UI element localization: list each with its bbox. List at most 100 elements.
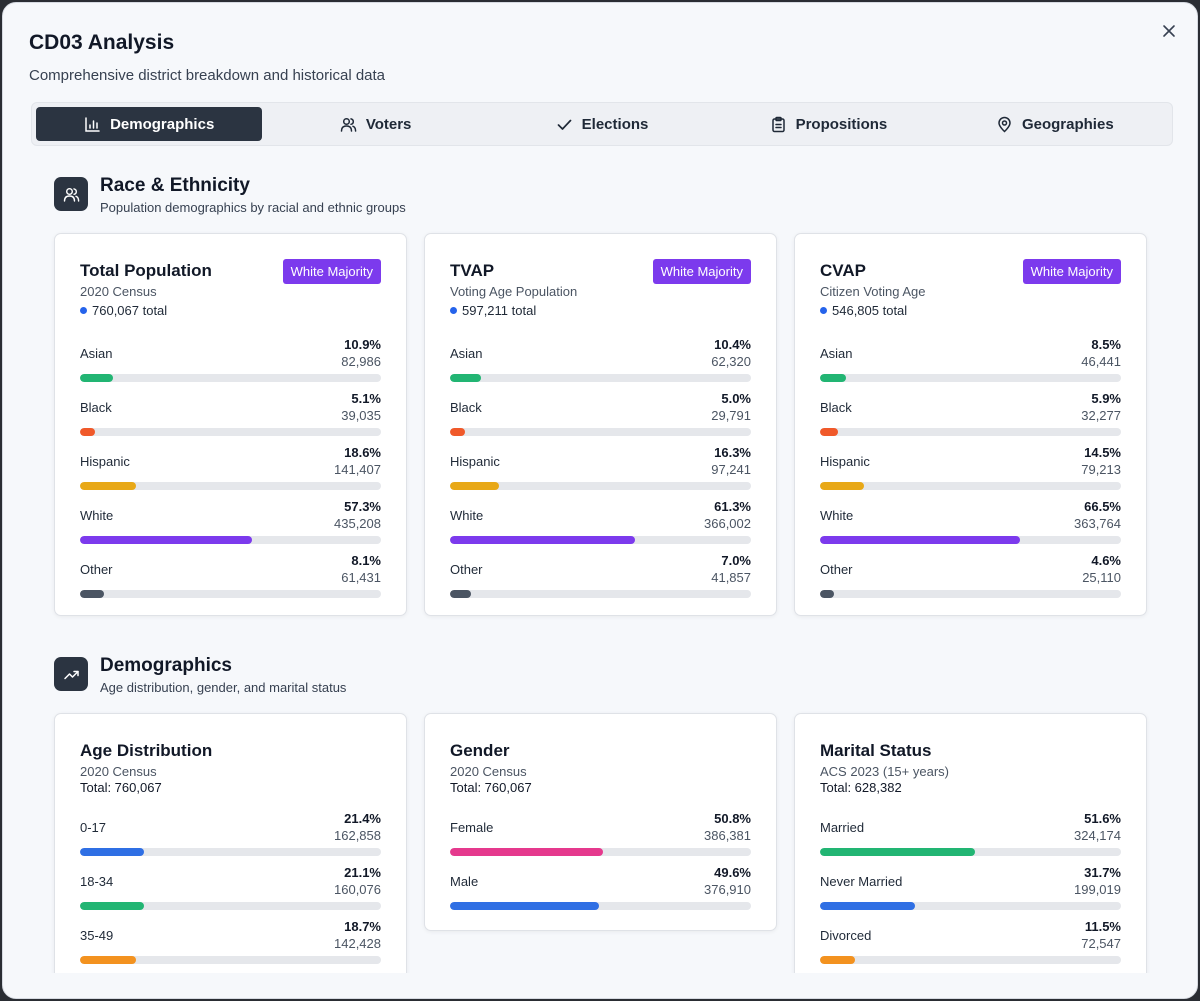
card-subtitle: 2020 Census (80, 284, 157, 299)
total-population-card: Total Population 2020 Census 760,067 tot… (54, 233, 407, 616)
progress-fill (450, 848, 603, 856)
progress-fill (450, 482, 500, 490)
trending-up-icon (63, 670, 79, 679)
stat-row: White 66.5% 363,764 (820, 492, 1121, 546)
cvap-card: CVAP Citizen Voting Age 546,805 total Wh… (794, 233, 1147, 616)
stat-label: Black (450, 400, 482, 415)
stat-count: 79,213 (1081, 462, 1121, 477)
progress-fill (450, 902, 600, 910)
stat-count: 363,764 (1074, 516, 1121, 531)
stat-label: 0-17 (80, 820, 107, 835)
stat-row: 20.1% (80, 966, 381, 973)
majority-badge: White Majority (652, 259, 751, 284)
progress-fill (820, 374, 846, 382)
stat-label: Asian (80, 346, 113, 361)
users-icon (63, 187, 79, 202)
age-distribution-card: Age Distribution 2020 Census Total: 760,… (54, 713, 407, 973)
card-total: 760,067 total (80, 303, 381, 318)
stat-row: Male 49.6% 376,910 (450, 858, 751, 912)
card-total: Total: 760,067 (450, 780, 532, 795)
progress-fill (450, 536, 635, 544)
stat-percent: 5.9% (1091, 391, 1121, 406)
progress-track (820, 428, 1121, 436)
progress-fill (80, 536, 253, 544)
progress-track (80, 374, 381, 382)
card-subtitle: Voting Age Population (450, 284, 578, 299)
close-button[interactable] (1157, 19, 1181, 43)
stat-row: Never Married 31.7% 199,019 (820, 858, 1121, 912)
marital-status-card: Marital Status ACS 2023 (15+ years) Tota… (794, 713, 1147, 973)
stat-percent: 66.5% (1084, 499, 1121, 514)
marital-rows: Married 51.6% 324,174 Never Married 31.7% 199… (795, 804, 1146, 973)
tab-geographies[interactable]: Geographies (942, 107, 1168, 141)
stat-count: 324,174 (1074, 828, 1121, 843)
stat-label: Asian (450, 346, 483, 361)
majority-badge: White Majority (1022, 259, 1121, 284)
progress-track (80, 428, 381, 436)
card-subtitle: Citizen Voting Age (820, 284, 926, 299)
progress-fill (820, 536, 1021, 544)
stat-row: 0-17 21.4% 162,858 (80, 804, 381, 858)
stat-count: 386,381 (704, 828, 751, 843)
progress-fill (80, 956, 137, 964)
section-title: Demographics (100, 655, 232, 676)
stat-percent: 7.0% (721, 553, 751, 568)
card-title: Marital Status (820, 741, 932, 760)
card-total-text: 597,211 total (462, 303, 537, 318)
stat-label: Married (820, 820, 865, 835)
stat-percent: 4.6% (1091, 553, 1121, 568)
stat-percent: 49.6% (714, 865, 751, 880)
progress-track (450, 482, 751, 490)
progress-track (80, 482, 381, 490)
card-title: TVAP (450, 261, 495, 280)
race-rows: Asian 10.4% 62,320 Black 5.0% 29,791 Hispanic 1… (425, 330, 776, 600)
tvap-card: TVAP Voting Age Population 597,211 total… (424, 233, 777, 616)
section-icon-box (54, 177, 88, 211)
stat-percent: 50.8% (714, 811, 751, 826)
stat-label: White (80, 508, 114, 523)
age-rows: 0-17 21.4% 162,858 18-34 21.1% 160,076 35-49 18… (55, 804, 406, 973)
stat-percent: 5.1% (351, 391, 381, 406)
demographics-section-header: Demographics Age distribution, gender, a… (54, 654, 346, 695)
stat-percent: 10.4% (714, 337, 751, 352)
tab-voters[interactable]: Voters (262, 107, 488, 141)
card-total: 546,805 total (820, 303, 1121, 318)
stat-count: 62,320 (711, 354, 751, 369)
stat-label: White (820, 508, 854, 523)
tab-propositions[interactable]: Propositions (715, 107, 941, 141)
progress-track (820, 902, 1121, 910)
stat-percent: 18.7% (344, 919, 381, 934)
tab-elections[interactable]: Elections (489, 107, 715, 141)
progress-fill (820, 848, 976, 856)
check-icon (557, 119, 572, 130)
card-total: Total: 760,067 (80, 780, 162, 795)
section-subtitle: Age distribution, gender, and marital st… (100, 680, 347, 695)
stat-label: 35-49 (80, 928, 114, 943)
stat-label: Hispanic (450, 454, 500, 469)
stat-label: Other (820, 562, 853, 577)
progress-track (820, 590, 1121, 598)
progress-fill (80, 590, 105, 598)
stat-count: 72,547 (1081, 936, 1121, 951)
card-total-text: 760,067 total (92, 303, 168, 318)
stat-row: White 61.3% 366,002 (450, 492, 751, 546)
stat-percent: 57.3% (344, 499, 381, 514)
bar-chart-icon (85, 116, 100, 132)
clipboard-icon (771, 116, 785, 132)
progress-fill (450, 374, 482, 382)
card-subtitle: ACS 2023 (15+ years) (820, 764, 949, 779)
stat-count: 32,277 (1081, 408, 1121, 423)
progress-track (450, 902, 751, 910)
stat-label: Male (450, 874, 479, 889)
stat-count: 39,035 (341, 408, 381, 423)
section-icon-box (54, 657, 88, 691)
stat-label: Never Married (820, 874, 903, 889)
tab-demographics[interactable]: Demographics (36, 107, 263, 141)
stat-row: 35-49 18.7% 142,428 (80, 912, 381, 966)
stat-percent: 31.7% (1084, 865, 1121, 880)
progress-fill (80, 848, 145, 856)
section-title: Race & Ethnicity (100, 175, 250, 196)
progress-track (450, 590, 751, 598)
stat-count: 142,428 (334, 936, 381, 951)
